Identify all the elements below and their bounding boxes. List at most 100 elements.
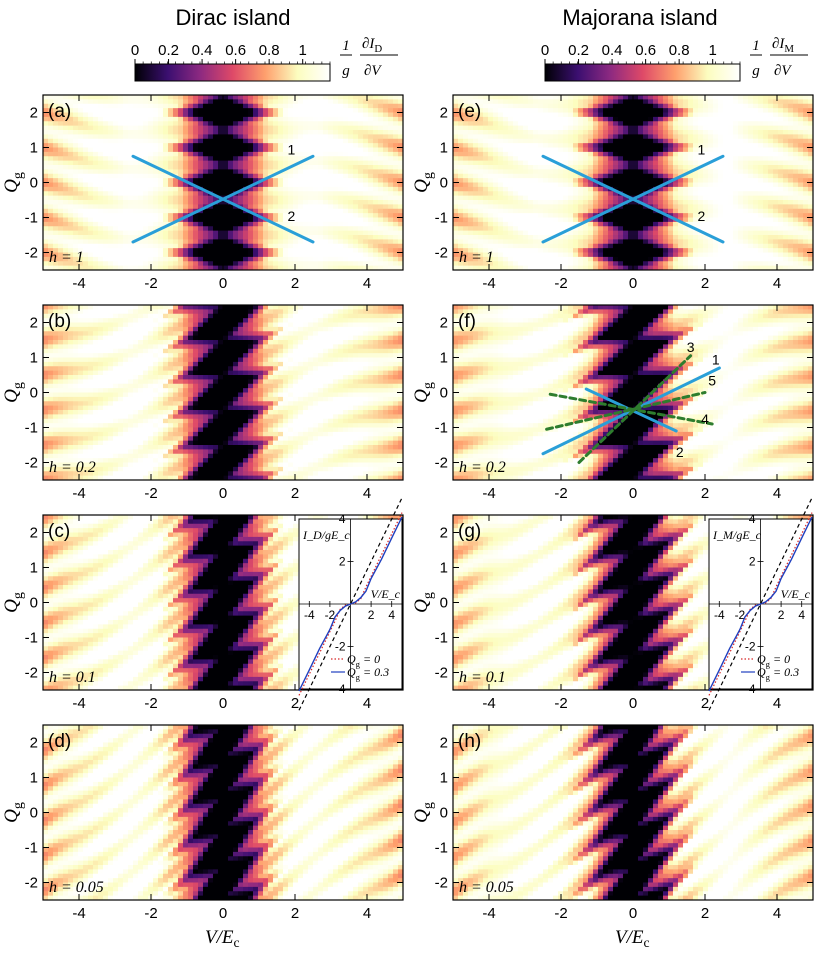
- heatmap-cell: [388, 248, 394, 254]
- heatmap-cell: [278, 226, 284, 232]
- heatmap-cell: [358, 99, 364, 105]
- heatmap-cell: [138, 375, 144, 380]
- heatmap-cell: [283, 466, 289, 472]
- heatmap-cell: [118, 370, 124, 376]
- heatmap-cell: [123, 375, 129, 380]
- heatmap-cell: [128, 305, 134, 310]
- heatmap-cell: [118, 423, 124, 429]
- heatmap-cell: [108, 383, 114, 389]
- heatmap-cell: [223, 471, 229, 477]
- heatmap-cell: [58, 138, 64, 144]
- heatmap-cell: [173, 462, 179, 468]
- heatmap-cell: [48, 401, 54, 407]
- heatmap-cell: [73, 326, 79, 332]
- heatmap-cell: [58, 226, 64, 232]
- heatmap-cell: [348, 256, 354, 262]
- panel-label: (a): [48, 101, 71, 122]
- heatmap-cell: [298, 108, 304, 114]
- heatmap-cell: [358, 186, 364, 192]
- heatmap-cell: [258, 147, 264, 153]
- heatmap-cell: [103, 375, 109, 380]
- heatmap-cell: [273, 436, 279, 442]
- heatmap-cell: [368, 125, 374, 131]
- heatmap-cell: [243, 95, 249, 100]
- heatmap-cell: [358, 116, 364, 122]
- heatmap-cell: [323, 226, 329, 232]
- heatmap-cell: [78, 458, 84, 464]
- heatmap-cell: [238, 335, 244, 341]
- heatmap-cell: [208, 348, 214, 354]
- heatmap-cell: [43, 392, 49, 398]
- heatmap-cell: [93, 366, 99, 372]
- heatmap-cell: [228, 138, 234, 144]
- heatmap-cell: [248, 418, 254, 424]
- heatmap-cell: [83, 191, 89, 197]
- heatmap-cell: [83, 361, 89, 367]
- heatmap-cell: [128, 466, 134, 472]
- heatmap-cell: [238, 95, 244, 100]
- heatmap-cell: [148, 445, 154, 450]
- heatmap-cell: [278, 305, 284, 310]
- heatmap-cell: [373, 243, 379, 249]
- heatmap-cell: [68, 340, 74, 345]
- heatmap-cell: [138, 414, 144, 420]
- heatmap-cell: [253, 427, 259, 433]
- heatmap-cell: [153, 186, 159, 192]
- heatmap-cell: [148, 453, 154, 459]
- heatmap-cell: [248, 388, 254, 394]
- heatmap-cell: [208, 375, 214, 380]
- heatmap-cell: [68, 195, 74, 201]
- heatmap-cell: [83, 440, 89, 446]
- heatmap-cell: [268, 449, 274, 455]
- heatmap-cell: [133, 370, 139, 376]
- heatmap-cell: [218, 423, 224, 429]
- heatmap-cell: [113, 178, 119, 184]
- heatmap-cell: [63, 235, 69, 240]
- heatmap-cell: [303, 108, 309, 114]
- heatmap-cell: [393, 156, 399, 162]
- heatmap-cell: [173, 344, 179, 350]
- heatmap-cell: [273, 370, 279, 376]
- heatmap-cell: [183, 173, 189, 179]
- heatmap-cell: [298, 169, 304, 175]
- heatmap-cell: [348, 230, 354, 236]
- heatmap-cell: [173, 458, 179, 464]
- heatmap-cell: [58, 134, 64, 140]
- heatmap-cell: [133, 169, 139, 175]
- heatmap-cell: [198, 143, 204, 149]
- heatmap-cell: [83, 116, 89, 122]
- heatmap-cell: [368, 226, 374, 232]
- heatmap-cell: [78, 239, 84, 245]
- heatmap-cell: [68, 226, 74, 232]
- heatmap-cell: [248, 361, 254, 367]
- heatmap-cell: [398, 186, 403, 192]
- heatmap-cell: [203, 322, 209, 328]
- heatmap-cell: [118, 138, 124, 144]
- heatmap-cell: [133, 173, 139, 179]
- heatmap-cell: [193, 143, 199, 149]
- heatmap-cell: [278, 322, 284, 328]
- heatmap-cell: [258, 217, 264, 223]
- heatmap-cell: [178, 388, 184, 394]
- heatmap-cell: [68, 449, 74, 455]
- heatmap-cell: [153, 427, 159, 433]
- heatmap-cell: [398, 99, 403, 105]
- heatmap-cell: [143, 405, 149, 411]
- heatmap-cell: [168, 121, 174, 127]
- heatmap-cell: [168, 436, 174, 442]
- heatmap-cell: [113, 261, 119, 267]
- heatmap-cell: [173, 108, 179, 114]
- heatmap-cell: [128, 134, 134, 140]
- heatmap-cell: [243, 357, 249, 363]
- heatmap-cell: [103, 392, 109, 398]
- heatmap-cell: [48, 453, 54, 459]
- heatmap-cell: [213, 191, 219, 197]
- heatmap-cell: [113, 99, 119, 105]
- heatmap-cell: [148, 436, 154, 442]
- heatmap-cell: [98, 151, 104, 157]
- heatmap-cell: [383, 226, 389, 232]
- heatmap-cell: [83, 230, 89, 236]
- heatmap-cell: [268, 361, 274, 367]
- heatmap-cell: [83, 160, 89, 166]
- heatmap-cell: [68, 186, 74, 192]
